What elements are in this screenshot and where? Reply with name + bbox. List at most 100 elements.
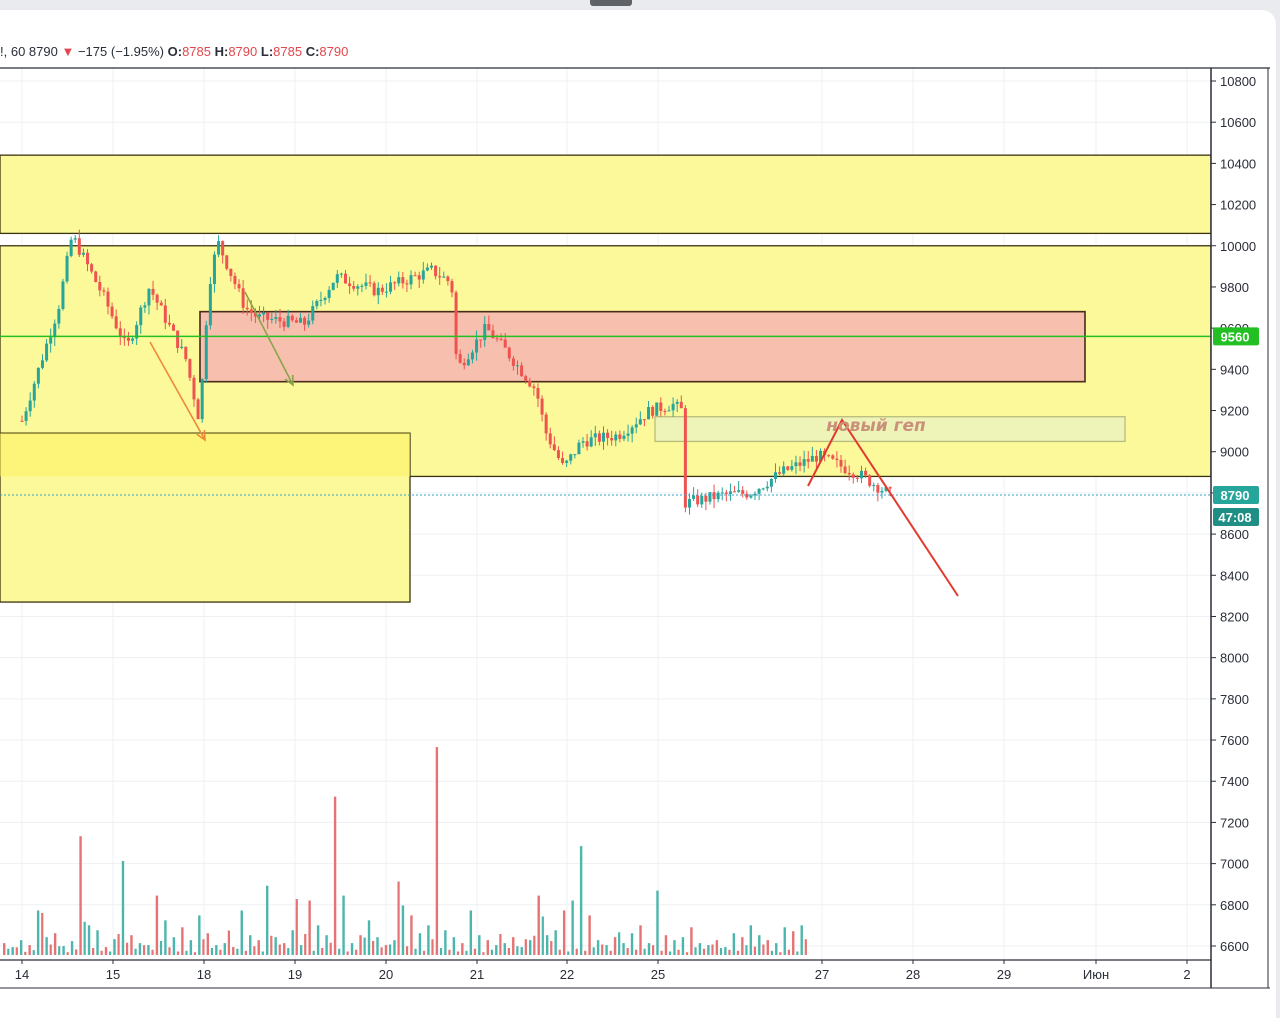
olive-arrow — [244, 291, 294, 386]
volume-bar — [3, 943, 6, 955]
price-badge-bg — [1213, 485, 1259, 504]
candle-body — [655, 402, 659, 416]
volume-bar — [461, 943, 464, 955]
volume-bar — [198, 915, 201, 955]
timer-badge: 47:08 — [1218, 510, 1251, 525]
candle-body — [57, 308, 61, 324]
volume-bar — [164, 920, 167, 955]
candle-body — [176, 330, 180, 348]
y-tick-label: 9800 — [1220, 280, 1249, 295]
candle-body — [868, 475, 872, 486]
volume-bar — [571, 900, 574, 955]
candle-body — [167, 322, 171, 325]
volume-bar — [668, 951, 672, 955]
candle-body — [69, 239, 73, 256]
candle-body — [225, 255, 229, 269]
volume-bar — [800, 925, 803, 955]
y-tick-label: 7800 — [1220, 692, 1249, 707]
candle-body — [327, 289, 331, 299]
candle-body — [462, 362, 466, 366]
volume-bar — [635, 949, 638, 955]
candle-body — [434, 265, 438, 277]
y-tick-label: 8200 — [1220, 609, 1249, 624]
candle-body — [294, 320, 298, 323]
volume-bar — [274, 937, 277, 955]
candle-body — [888, 487, 892, 489]
volume-bar — [109, 951, 112, 955]
volume-bar — [562, 910, 566, 955]
y-tick-label: 6600 — [1220, 939, 1249, 954]
volume-bar — [363, 937, 366, 955]
candle-body — [716, 492, 720, 500]
candle-body — [589, 437, 593, 447]
volume-bar — [482, 952, 485, 955]
candle-body — [298, 317, 302, 323]
y-tick-label: 10800 — [1220, 74, 1256, 89]
candle-body — [872, 485, 876, 487]
candle-body — [761, 488, 765, 490]
candle-body — [237, 284, 241, 289]
volume-bar — [745, 945, 748, 955]
volume-bar — [613, 937, 617, 955]
candle-body — [65, 255, 69, 282]
volume-bar — [711, 944, 714, 955]
candle-body — [290, 315, 294, 321]
volume-bar — [770, 950, 773, 955]
volume-bar — [121, 860, 125, 955]
volume-bar — [520, 947, 523, 955]
volume-bar — [147, 945, 150, 955]
candle-body — [106, 291, 110, 307]
y-tick-label: 7400 — [1220, 774, 1249, 789]
volume-bar — [219, 949, 222, 955]
volume-bar — [753, 946, 757, 955]
candle-body — [651, 407, 655, 416]
volume-bar — [444, 930, 447, 955]
candle-body — [831, 455, 835, 459]
volume-bar — [537, 895, 540, 955]
y-tick-label: 9200 — [1220, 404, 1249, 419]
candle-body — [667, 410, 671, 412]
volume-bar — [719, 948, 723, 955]
candle-body — [819, 450, 823, 462]
volume-bar — [266, 885, 269, 955]
candle-body — [647, 407, 651, 420]
volume-bar — [414, 948, 417, 955]
candle-body — [405, 283, 409, 285]
candle-body — [622, 435, 626, 439]
candle-body — [372, 283, 376, 296]
x-tick-label: 18 — [197, 967, 211, 982]
volume-bar — [652, 945, 655, 955]
candle-body — [49, 337, 53, 344]
candle-body — [409, 275, 413, 285]
candle-body — [499, 338, 503, 340]
volume-bar — [541, 916, 544, 955]
candle-body — [245, 307, 249, 310]
candle-body — [532, 386, 536, 389]
orange-arrow — [149, 341, 206, 441]
candle-body — [851, 474, 855, 478]
candle-body — [798, 462, 802, 466]
volume-bar — [694, 947, 697, 955]
volume-bar — [142, 945, 146, 955]
drawings: новый геп — [0, 291, 1211, 597]
volume-bar — [643, 948, 646, 955]
volume-bar — [762, 944, 765, 955]
volume-bar — [359, 935, 362, 955]
candle-body — [450, 281, 454, 293]
candle-body — [401, 277, 405, 284]
volume-bar — [656, 890, 659, 955]
candle-body — [159, 302, 163, 306]
candle-body — [200, 379, 204, 420]
y-tick-label: 8600 — [1220, 527, 1249, 542]
candle-body — [356, 286, 360, 289]
volume-bar — [134, 948, 137, 955]
candle-body — [188, 359, 192, 378]
candle-body — [86, 252, 90, 265]
volume-bar — [58, 946, 61, 955]
volume-bar — [312, 950, 315, 955]
high-label: H: — [214, 44, 229, 59]
volume-bar — [529, 940, 532, 955]
candle-body — [679, 401, 683, 409]
candle-body — [782, 466, 786, 474]
